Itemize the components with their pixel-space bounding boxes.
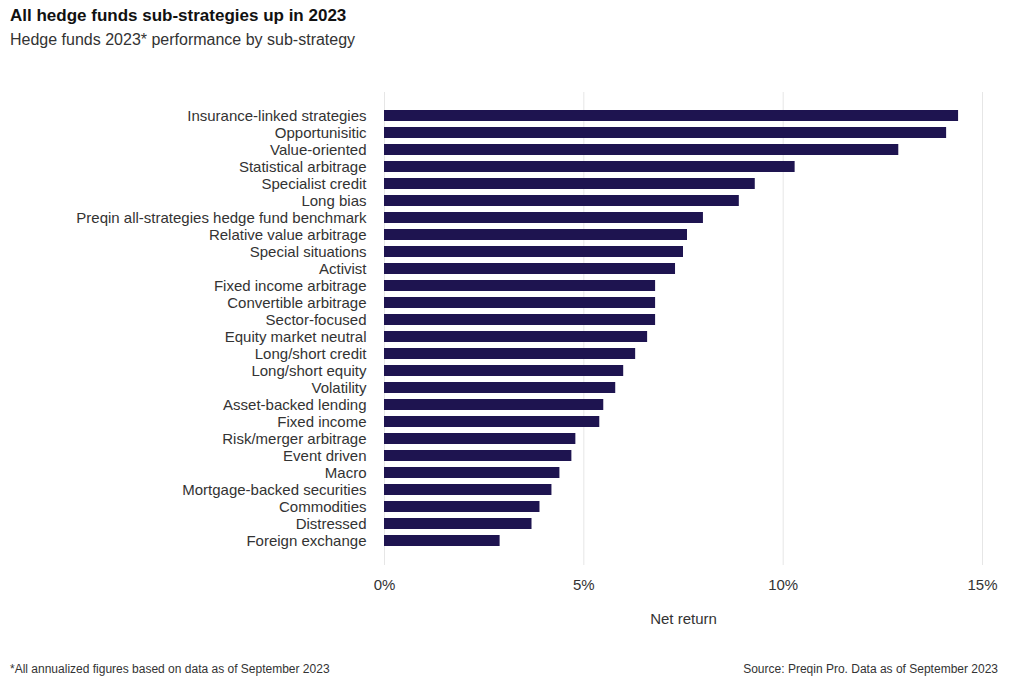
- svg-text:Convertible arbitrage: Convertible arbitrage: [227, 294, 366, 311]
- html-text:*All annualized figures based: *All annualized figures based on data as…: [10, 662, 330, 676]
- svg-text:Special situations: Special situations: [250, 243, 367, 260]
- svg-text:Fixed income arbitrage: Fixed income arbitrage: [214, 277, 367, 294]
- html-text:Source: Preqin Pro. Data as of: Source: Preqin Pro. Data as of September…: [743, 662, 998, 676]
- svg-text:Macro: Macro: [325, 464, 367, 481]
- svg-text:Mortgage-backed securities: Mortgage-backed securities: [182, 481, 366, 498]
- svg-text:Risk/merger arbitrage: Risk/merger arbitrage: [222, 430, 366, 447]
- html-text:All hedge funds sub-strategies: All hedge funds sub-strategies up in 202…: [10, 6, 347, 25]
- svg-text:Foreign exchange: Foreign exchange: [246, 532, 366, 549]
- svg-text:Long/short equity: Long/short equity: [251, 362, 367, 379]
- svg-text:Long/short credit: Long/short credit: [255, 345, 368, 362]
- html-text:Hedge funds 2023* performance: Hedge funds 2023* performance by sub-str…: [10, 31, 356, 48]
- svg-text:15%: 15%: [967, 576, 997, 593]
- svg-text:Value-oriented: Value-oriented: [270, 141, 366, 158]
- svg-text:Volatility: Volatility: [311, 379, 367, 396]
- svg-text:Opportunisitic: Opportunisitic: [275, 124, 367, 141]
- svg-text:Specialist credit: Specialist credit: [261, 175, 367, 192]
- svg-text:Long bias: Long bias: [301, 192, 366, 209]
- svg-text:Event driven: Event driven: [283, 447, 366, 464]
- svg-text:Preqin all-strategies hedge fu: Preqin all-strategies hedge fund benchma…: [76, 209, 367, 226]
- svg-text:Fixed income: Fixed income: [277, 413, 366, 430]
- svg-text:5%: 5%: [573, 576, 595, 593]
- svg-text:10%: 10%: [768, 576, 798, 593]
- svg-text:Asset-backed lending: Asset-backed lending: [223, 396, 366, 413]
- svg-text:0%: 0%: [374, 576, 396, 593]
- svg-text:Distressed: Distressed: [296, 515, 367, 532]
- svg-text:Equity market neutral: Equity market neutral: [225, 328, 367, 345]
- svg-text:Insurance-linked strategies: Insurance-linked strategies: [187, 107, 366, 124]
- svg-text:Statistical arbitrage: Statistical arbitrage: [239, 158, 367, 175]
- svg-text:Commodities: Commodities: [279, 498, 367, 515]
- svg-text:Sector-focused: Sector-focused: [266, 311, 367, 328]
- svg-text:Relative value arbitrage: Relative value arbitrage: [209, 226, 367, 243]
- svg-text:Net return: Net return: [650, 610, 717, 627]
- svg-text:Activist: Activist: [319, 260, 367, 277]
